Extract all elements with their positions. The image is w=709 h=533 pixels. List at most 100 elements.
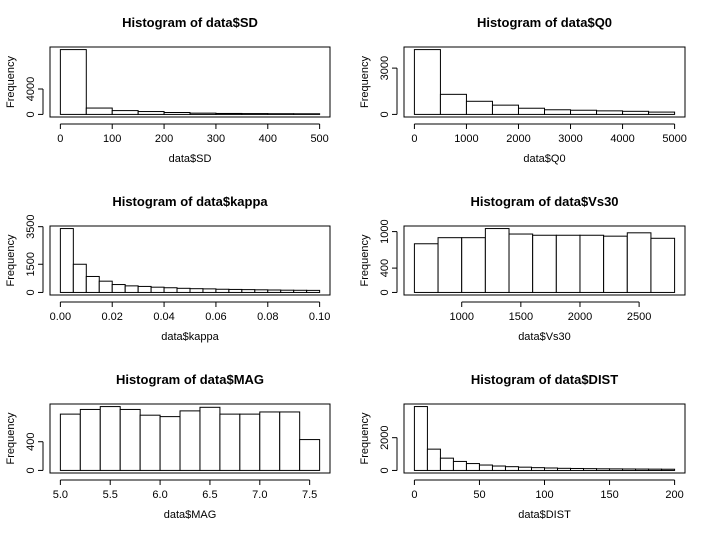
histogram-bar	[111, 110, 139, 115]
x-axis-label: data$Vs30	[518, 331, 571, 343]
histogram-bar	[465, 463, 480, 471]
y-tick-label: 0	[379, 111, 391, 117]
plot-frame	[403, 225, 686, 296]
x-tick-label: 0	[411, 489, 417, 501]
chart-title: Histogram of data$kappa	[112, 194, 268, 209]
histogram-bar	[484, 228, 510, 293]
chart-title: Histogram of data$MAG	[116, 372, 264, 387]
histogram-bar	[72, 263, 87, 293]
histogram-bar	[603, 235, 628, 293]
x-tick-label: 3000	[558, 133, 582, 145]
histogram-bar	[557, 467, 572, 471]
histogram-bar	[199, 406, 221, 471]
histogram-bar	[622, 468, 637, 471]
chart-title: Histogram of data$Vs30	[470, 194, 618, 209]
histogram-bar	[228, 288, 243, 293]
histogram-bar	[555, 234, 581, 293]
histogram-bar	[661, 468, 676, 471]
chart-title: Histogram of data$Q0	[477, 15, 612, 30]
histogram-bar	[648, 111, 676, 115]
histogram-bar	[259, 411, 281, 471]
x-tick-label: 7.5	[302, 489, 317, 501]
x-tick-label: 1500	[509, 311, 533, 323]
histogram-bar	[517, 466, 532, 471]
x-tick-label: 0.04	[153, 311, 174, 323]
plot-frame	[49, 225, 331, 296]
histogram-bar	[650, 237, 676, 293]
histogram-bar	[293, 113, 321, 115]
x-tick-label: 0.06	[205, 311, 226, 323]
x-axis-label: data$DIST	[518, 509, 571, 521]
histogram-bar	[596, 110, 624, 115]
histogram-bar	[439, 93, 467, 115]
x-tick-label: 7.0	[252, 489, 267, 501]
histogram-bar	[254, 289, 269, 293]
histogram-bar	[163, 287, 178, 293]
histogram-bar	[622, 110, 650, 115]
chart-title: Histogram of data$DIST	[471, 372, 618, 387]
histogram-bar	[85, 275, 100, 293]
x-tick-label: 100	[535, 489, 553, 501]
histogram-bar	[137, 111, 165, 115]
histogram-bar	[635, 468, 650, 471]
x-axis-label: data$Q0	[523, 153, 565, 165]
y-tick-label: 1500	[25, 252, 37, 276]
histogram-bar	[163, 112, 191, 115]
histogram-bar	[189, 112, 217, 115]
histogram-bar	[293, 289, 308, 293]
x-tick-label: 150	[600, 489, 618, 501]
histogram-bar	[202, 288, 217, 293]
histogram-bar	[85, 107, 113, 115]
x-tick-label: 1000	[454, 133, 478, 145]
histogram-bar	[79, 408, 101, 471]
histogram-bar	[626, 232, 652, 293]
histogram-bar	[544, 467, 559, 471]
y-axis-label: Frequency	[5, 412, 17, 464]
histogram-bar	[426, 448, 441, 471]
x-tick-label: 0.02	[102, 311, 123, 323]
histogram-bar	[267, 289, 282, 293]
histogram-bar	[59, 49, 87, 115]
x-tick-label: 2500	[627, 311, 651, 323]
histogram-bar	[544, 109, 572, 115]
x-tick-label: 2000	[568, 311, 592, 323]
x-tick-label: 5.5	[103, 489, 118, 501]
histogram-bar	[491, 104, 519, 115]
histogram-bar	[299, 439, 321, 471]
plot-frame	[403, 403, 686, 474]
histogram-bar	[583, 468, 598, 471]
histogram-bar	[179, 410, 201, 471]
histogram-bar	[452, 460, 467, 471]
x-tick-label: 500	[310, 133, 328, 145]
histogram-bar	[465, 100, 493, 115]
x-axis-label: data$SD	[169, 153, 212, 165]
x-tick-label: 200	[665, 489, 683, 501]
x-tick-label: 5000	[662, 133, 686, 145]
y-tick-label: 0	[379, 289, 391, 295]
histogram-bar	[570, 467, 585, 471]
y-axis-label: Frequency	[359, 412, 371, 464]
y-tick-label: 3500	[25, 214, 37, 238]
x-tick-label: 0.00	[50, 311, 71, 323]
y-tick-label: 400	[25, 433, 37, 451]
histogram-bar	[579, 234, 605, 293]
histogram-bar	[159, 416, 181, 471]
histogram-bar	[461, 237, 486, 293]
x-tick-label: 50	[473, 489, 485, 501]
y-tick-label: 1000	[379, 219, 391, 243]
x-axis-label: data$MAG	[164, 509, 217, 521]
histogram-bar	[150, 286, 165, 293]
histogram-bar	[570, 109, 598, 115]
x-tick-label: 6.0	[152, 489, 167, 501]
histogram-bar	[280, 289, 295, 293]
histogram-bar	[59, 413, 81, 471]
histogram-bar	[139, 414, 161, 471]
histogram-bar	[530, 467, 545, 471]
y-axis-label: Frequency	[359, 234, 371, 286]
histogram-bar	[241, 113, 269, 115]
histogram-bar	[189, 288, 204, 293]
histogram-bar	[267, 113, 295, 115]
y-axis-label: Frequency	[5, 234, 17, 286]
histogram-bar	[478, 464, 493, 471]
